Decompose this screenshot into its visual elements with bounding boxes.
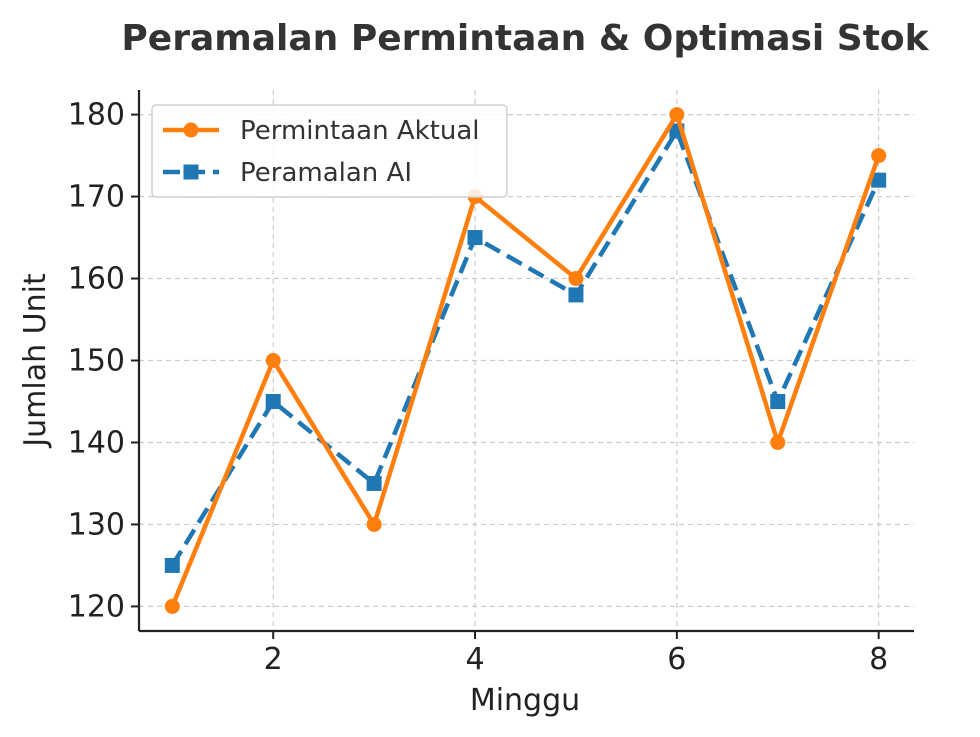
data-point xyxy=(467,230,483,246)
data-point xyxy=(265,353,281,368)
legend: Permintaan Aktual Peramalan AI xyxy=(151,104,508,198)
data-point xyxy=(568,287,584,303)
legend-item-permintaan-aktual: Permintaan Aktual xyxy=(163,116,479,146)
series-line-peramalan-ai xyxy=(170,128,881,567)
legend-swatch-marker xyxy=(183,122,199,138)
x-tick-label: 2 xyxy=(264,642,283,677)
data-point xyxy=(164,598,180,614)
data-point xyxy=(265,393,281,409)
x-axis-label: Minggu xyxy=(470,683,580,718)
y-tick-label: 120 xyxy=(68,589,125,624)
data-point xyxy=(568,271,584,287)
data-point xyxy=(669,107,685,123)
x-tick-label: 4 xyxy=(465,642,484,677)
x-tick-label: 8 xyxy=(869,642,888,677)
data-point xyxy=(871,148,887,164)
data-point xyxy=(770,393,786,409)
chart-title: Peramalan Permintaan & Optimasi Stok xyxy=(121,18,929,59)
y-tick-label: 150 xyxy=(68,344,125,379)
x-tick-label: 6 xyxy=(667,642,686,677)
series-line-permintaan-aktual xyxy=(170,112,881,608)
data-point xyxy=(871,172,887,188)
legend-items: Permintaan Aktual Peramalan AI xyxy=(163,116,479,188)
data-point xyxy=(164,557,180,573)
legend-item-peramalan-ai: Peramalan AI xyxy=(163,158,412,188)
y-tick-label: 170 xyxy=(68,180,125,215)
series-peramalan-ai xyxy=(164,123,887,573)
y-tick-label: 140 xyxy=(68,425,125,460)
data-point xyxy=(770,434,786,450)
y-tick-label: 180 xyxy=(68,98,125,133)
y-tick-label: 160 xyxy=(68,262,125,297)
y-axis-label: Jumlah Unit xyxy=(18,273,53,449)
ticks: 2 4 6 8 120 130 140 150 160 170 180 xyxy=(68,98,888,677)
legend-swatch-marker xyxy=(183,164,199,180)
data-point xyxy=(366,516,382,532)
legend-label: Permintaan Aktual xyxy=(240,116,479,146)
legend-label: Peramalan AI xyxy=(240,158,412,188)
data-point xyxy=(366,475,382,491)
y-tick-label: 130 xyxy=(68,507,125,542)
legend-box xyxy=(151,104,508,198)
